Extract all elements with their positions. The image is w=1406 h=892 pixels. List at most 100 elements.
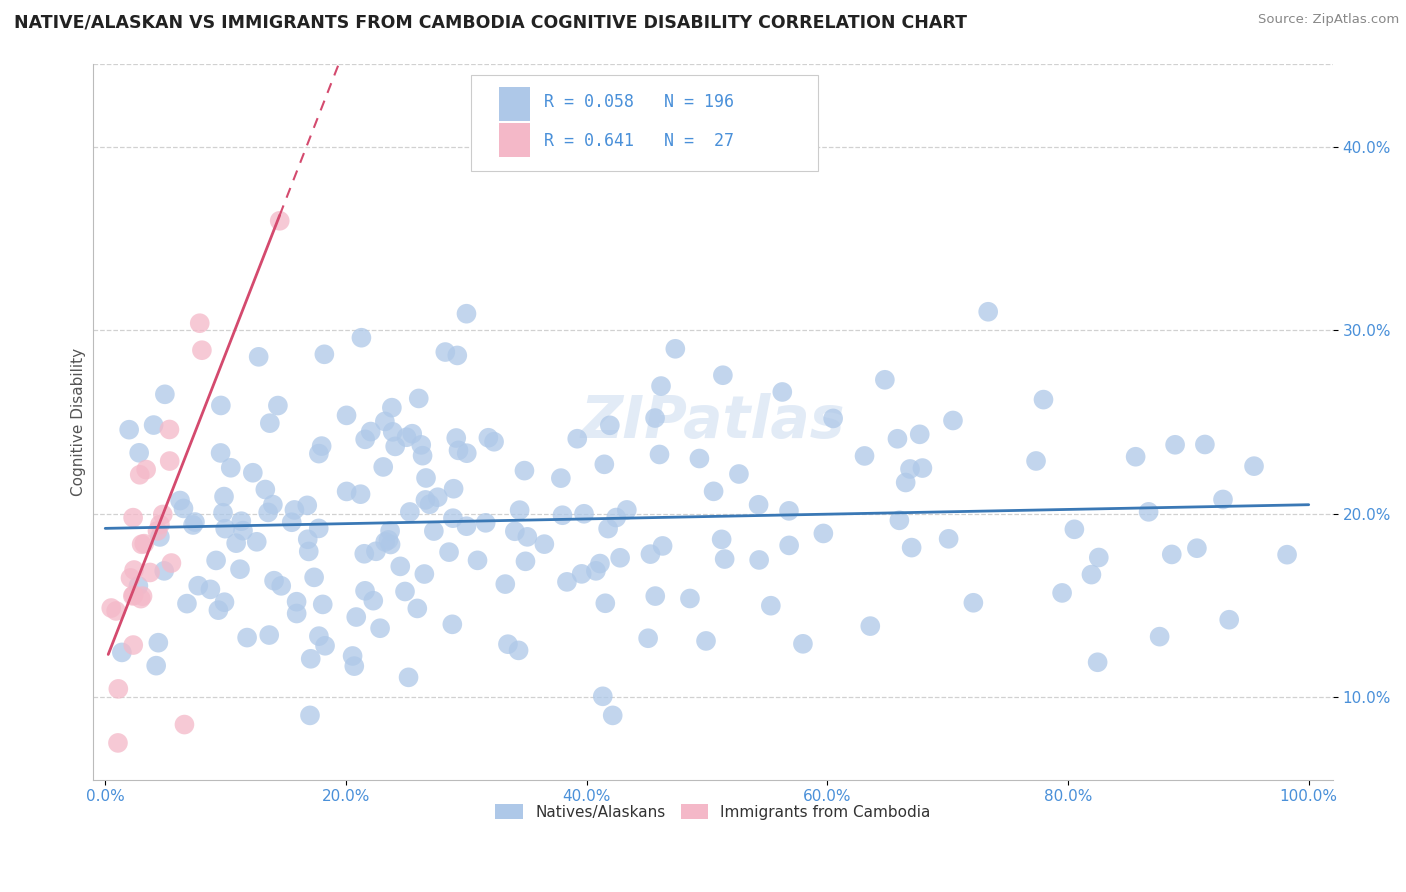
Point: [153, 564, 176, 578]
Point: [349, 487, 371, 501]
Y-axis label: Cognitive Disability: Cognitive Disability: [72, 348, 86, 496]
Point: [368, 621, 391, 635]
Point: [1243, 459, 1265, 474]
Point: [263, 574, 285, 588]
Point: [446, 348, 468, 362]
Point: [482, 434, 505, 449]
Point: [419, 497, 441, 511]
Text: R = 0.058   N = 196: R = 0.058 N = 196: [544, 93, 734, 111]
Point: [894, 475, 917, 490]
Point: [434, 345, 457, 359]
Point: [778, 538, 800, 552]
Point: [886, 432, 908, 446]
Point: [423, 524, 446, 538]
Point: [232, 524, 254, 538]
Point: [308, 629, 330, 643]
Point: [142, 418, 165, 433]
Point: [1137, 505, 1160, 519]
Point: [285, 595, 308, 609]
Point: [977, 304, 1000, 318]
Point: [770, 384, 793, 399]
Point: [353, 547, 375, 561]
Point: [118, 423, 141, 437]
Point: [605, 510, 627, 524]
Point: [703, 484, 725, 499]
Point: [1218, 613, 1240, 627]
Point: [169, 493, 191, 508]
Point: [152, 508, 174, 522]
Point: [567, 432, 589, 446]
Point: [962, 596, 984, 610]
Point: [381, 401, 404, 415]
Point: [283, 503, 305, 517]
Point: [107, 681, 129, 696]
Point: [413, 567, 436, 582]
Point: [1275, 548, 1298, 562]
Point: [229, 562, 252, 576]
Point: [262, 498, 284, 512]
Point: [859, 619, 882, 633]
Point: [938, 532, 960, 546]
Point: [813, 526, 835, 541]
Point: [710, 533, 733, 547]
Point: [447, 443, 470, 458]
Point: [128, 446, 150, 460]
Point: [297, 499, 319, 513]
Point: [159, 422, 181, 436]
Point: [508, 643, 530, 657]
Point: [679, 591, 702, 606]
Point: [496, 637, 519, 651]
Point: [257, 628, 280, 642]
Point: [191, 343, 214, 358]
Point: [107, 736, 129, 750]
Point: [247, 350, 270, 364]
Point: [533, 537, 555, 551]
Point: [474, 516, 496, 530]
Point: [139, 566, 162, 580]
Point: [145, 658, 167, 673]
Point: [609, 550, 631, 565]
Point: [728, 467, 751, 481]
Point: [209, 446, 232, 460]
Text: ZIPatlas: ZIPatlas: [581, 393, 845, 450]
Point: [344, 610, 367, 624]
Point: [1032, 392, 1054, 407]
Point: [311, 439, 333, 453]
Point: [873, 373, 896, 387]
Point: [456, 446, 478, 460]
Point: [120, 571, 142, 585]
Point: [122, 563, 145, 577]
Point: [111, 645, 134, 659]
Text: NATIVE/ALASKAN VS IMMIGRANTS FROM CAMBODIA COGNITIVE DISABILITY CORRELATION CHAR: NATIVE/ALASKAN VS IMMIGRANTS FROM CAMBOD…: [14, 13, 967, 31]
Point: [900, 541, 922, 555]
Point: [650, 379, 672, 393]
Point: [374, 414, 396, 428]
Point: [381, 425, 404, 439]
Point: [212, 490, 235, 504]
Point: [148, 635, 170, 649]
Point: [285, 607, 308, 621]
Point: [616, 503, 638, 517]
Point: [1160, 548, 1182, 562]
Point: [602, 708, 624, 723]
Point: [443, 482, 465, 496]
Point: [889, 513, 911, 527]
Point: [354, 583, 377, 598]
Point: [509, 503, 531, 517]
Point: [1087, 655, 1109, 669]
Point: [297, 533, 319, 547]
Point: [415, 492, 437, 507]
Point: [176, 597, 198, 611]
Point: [100, 601, 122, 615]
Point: [105, 604, 128, 618]
Point: [360, 425, 382, 439]
Point: [254, 483, 277, 497]
Point: [394, 584, 416, 599]
Point: [364, 544, 387, 558]
Point: [378, 524, 401, 538]
Point: [398, 505, 420, 519]
Point: [267, 399, 290, 413]
Point: [207, 603, 229, 617]
Point: [384, 439, 406, 453]
Point: [121, 589, 143, 603]
